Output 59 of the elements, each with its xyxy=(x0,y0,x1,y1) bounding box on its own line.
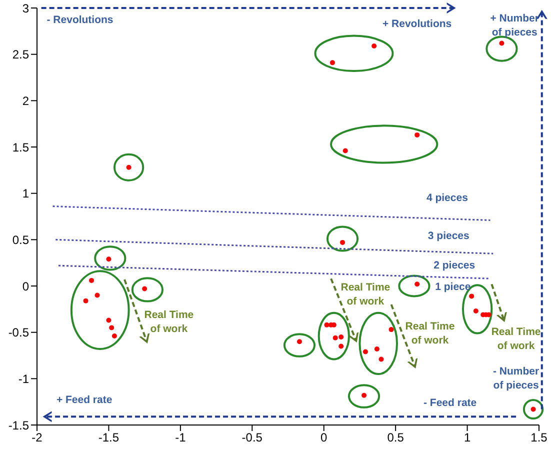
point xyxy=(342,148,348,154)
point xyxy=(324,322,330,328)
x-tick-label: 1 xyxy=(464,430,471,445)
y-tick-label: -0.5 xyxy=(8,326,30,340)
point xyxy=(388,327,394,332)
x-tick-label: -0.5 xyxy=(242,430,263,445)
point xyxy=(378,356,384,362)
y-tick-label: 0 xyxy=(22,279,30,294)
annotation: Real Time of work xyxy=(144,309,194,336)
y-tick-label: 2.5 xyxy=(12,48,30,62)
point xyxy=(94,292,100,298)
point xyxy=(338,334,344,340)
annotation: + Revolutions xyxy=(382,18,452,30)
annotation: Real Time of work xyxy=(340,281,390,308)
point xyxy=(106,318,112,323)
point xyxy=(499,40,504,46)
point xyxy=(330,60,335,66)
annotation: 1 piece xyxy=(435,280,471,293)
point xyxy=(374,346,380,352)
point xyxy=(414,132,420,138)
x-tick-label: -2 xyxy=(32,430,43,445)
annotation: - Revolutions xyxy=(46,14,114,26)
point xyxy=(142,286,148,292)
y-tick-label: -1 xyxy=(18,372,30,386)
annotation: - Feed rate xyxy=(424,396,477,409)
annotation: + Number of pieces xyxy=(490,12,539,39)
annotation: 3 pieces xyxy=(428,230,470,242)
y-tick-label: -1.5 xyxy=(8,418,30,432)
point xyxy=(362,349,368,354)
y-tick-label: 1.5 xyxy=(12,140,30,154)
annotation: 4 pieces xyxy=(426,192,468,204)
y-tick-label: 2 xyxy=(22,94,30,108)
point xyxy=(83,298,88,304)
point xyxy=(89,278,94,283)
x-tick-label: -1 xyxy=(175,430,186,445)
point xyxy=(296,339,302,344)
point xyxy=(340,240,346,245)
annotation: 2 pieces xyxy=(434,260,476,272)
y-tick-label: 3 xyxy=(22,1,30,16)
annotation: Real Time of work xyxy=(405,320,455,346)
point xyxy=(372,43,377,48)
point xyxy=(362,392,367,398)
point xyxy=(106,256,112,262)
point xyxy=(338,344,344,349)
point xyxy=(473,308,478,314)
annotation: + Feed rate xyxy=(56,394,112,406)
y-tick-label: 1 xyxy=(22,186,30,201)
point xyxy=(112,334,117,339)
point xyxy=(414,282,420,287)
point xyxy=(469,294,474,299)
x-tick-label: -1.5 xyxy=(98,430,120,445)
annotation: Real Time of work xyxy=(491,326,541,352)
y-tick-label: 0.5 xyxy=(12,232,30,247)
x-tick-label: 0.5 xyxy=(387,430,404,445)
point xyxy=(332,335,338,340)
x-tick-label: 1.5 xyxy=(530,430,548,445)
annotation: - Number of pieces xyxy=(493,366,540,392)
point xyxy=(109,325,114,330)
x-tick-label: 0 xyxy=(320,430,328,445)
